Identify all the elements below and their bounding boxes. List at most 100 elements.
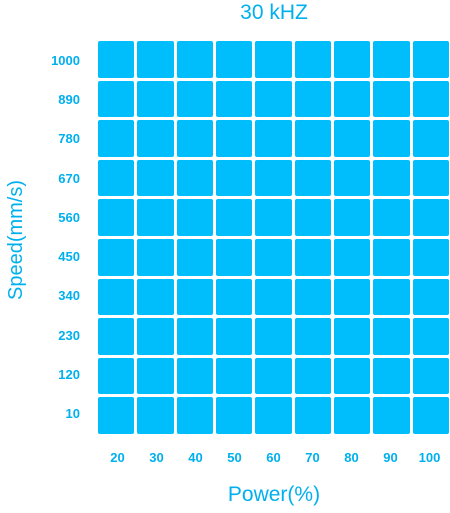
grid-cell	[137, 120, 174, 157]
grid-cell	[412, 41, 449, 78]
grid-cell	[373, 80, 410, 118]
grid-cell	[333, 397, 371, 434]
grid-cell	[333, 238, 371, 276]
x-tick-label: 30	[149, 450, 164, 465]
grid-cell	[255, 120, 292, 157]
diagram-title: 30 kHZ	[240, 1, 308, 24]
grid-cell	[294, 120, 331, 157]
parameter-grid	[98, 41, 449, 434]
y-tick-label: 890	[58, 91, 80, 107]
grid-cell	[176, 159, 213, 197]
grid-cell	[373, 120, 410, 157]
x-tick-label: 90	[383, 450, 398, 465]
x-tick-label: 20	[110, 450, 125, 465]
grid-cell	[98, 159, 135, 197]
y-tick-label: 670	[58, 170, 80, 186]
grid-cell	[98, 41, 135, 78]
grid-cell	[98, 318, 135, 355]
grid-cell	[98, 357, 135, 395]
grid-cell	[176, 41, 213, 78]
grid-cell	[176, 80, 213, 118]
grid-cell	[412, 199, 449, 236]
grid-cell	[412, 80, 449, 118]
grid-cell	[255, 159, 292, 197]
grid-cell	[98, 120, 135, 157]
grid-cell	[373, 357, 410, 395]
grid-cell	[176, 238, 213, 276]
grid-cell	[137, 357, 174, 395]
grid-cell	[412, 318, 449, 355]
grid-cell	[215, 278, 253, 316]
x-tick-label: 70	[305, 450, 320, 465]
grid-cell	[333, 278, 371, 316]
grid-cell	[215, 120, 253, 157]
grid-cell	[412, 159, 449, 197]
grid-cell	[215, 357, 253, 395]
grid-cell	[255, 41, 292, 78]
grid-cell	[373, 41, 410, 78]
y-tick-label: 1000	[51, 52, 80, 68]
grid-cell	[137, 80, 174, 118]
grid-cell	[255, 278, 292, 316]
x-tick-label: 80	[344, 450, 359, 465]
grid-cell	[98, 80, 135, 118]
grid-cell	[255, 357, 292, 395]
grid-cell	[137, 397, 174, 434]
x-tick-label: 50	[227, 450, 242, 465]
grid-cell	[294, 41, 331, 78]
y-tick-label: 10	[65, 406, 80, 422]
grid-cell	[176, 318, 213, 355]
grid-cell	[215, 80, 253, 118]
y-axis-label: Speed(mm/s)	[5, 179, 27, 301]
grid-cell	[215, 159, 253, 197]
grid-cell	[98, 199, 135, 236]
grid-cell	[255, 238, 292, 276]
grid-cell	[176, 120, 213, 157]
y-tick-label: 450	[58, 249, 80, 265]
x-tick-label: 60	[266, 450, 281, 465]
y-tick-label: 340	[58, 288, 80, 304]
grid-cell	[176, 278, 213, 316]
grid-cell	[98, 397, 135, 434]
grid-cell	[255, 80, 292, 118]
grid-cell	[98, 238, 135, 276]
grid-cell	[294, 238, 331, 276]
y-tick-label: 120	[58, 367, 80, 383]
grid-cell	[215, 238, 253, 276]
grid-cell	[137, 159, 174, 197]
grid-cell	[137, 41, 174, 78]
grid-cell	[137, 238, 174, 276]
grid-cell	[176, 397, 213, 434]
grid-cell	[373, 238, 410, 276]
grid-cell	[294, 318, 331, 355]
grid-cell	[412, 397, 449, 434]
y-tick-label: 780	[58, 131, 80, 147]
grid-cell	[412, 238, 449, 276]
grid-cell	[294, 278, 331, 316]
grid-cell	[333, 80, 371, 118]
grid-cell	[412, 278, 449, 316]
grid-cell	[373, 159, 410, 197]
y-tick-label: 560	[58, 209, 80, 225]
grid-cell	[294, 199, 331, 236]
grid-cell	[373, 318, 410, 355]
grid-cell	[98, 278, 135, 316]
x-tick-label: 100	[418, 450, 441, 465]
grid-cell	[412, 120, 449, 157]
grid-cell	[333, 120, 371, 157]
grid-cell	[137, 318, 174, 355]
grid-cell	[373, 278, 410, 316]
grid-cell	[255, 318, 292, 355]
grid-cell	[137, 199, 174, 236]
grid-cell	[373, 199, 410, 236]
grid-cell	[294, 80, 331, 118]
grid-cell	[333, 357, 371, 395]
grid-cell	[412, 357, 449, 395]
grid-cell	[294, 397, 331, 434]
grid-cell	[215, 199, 253, 236]
y-tick-label: 230	[58, 327, 80, 343]
grid-cell	[215, 318, 253, 355]
grid-cell	[333, 199, 371, 236]
grid-cell	[333, 41, 371, 78]
grid-cell	[215, 397, 253, 434]
